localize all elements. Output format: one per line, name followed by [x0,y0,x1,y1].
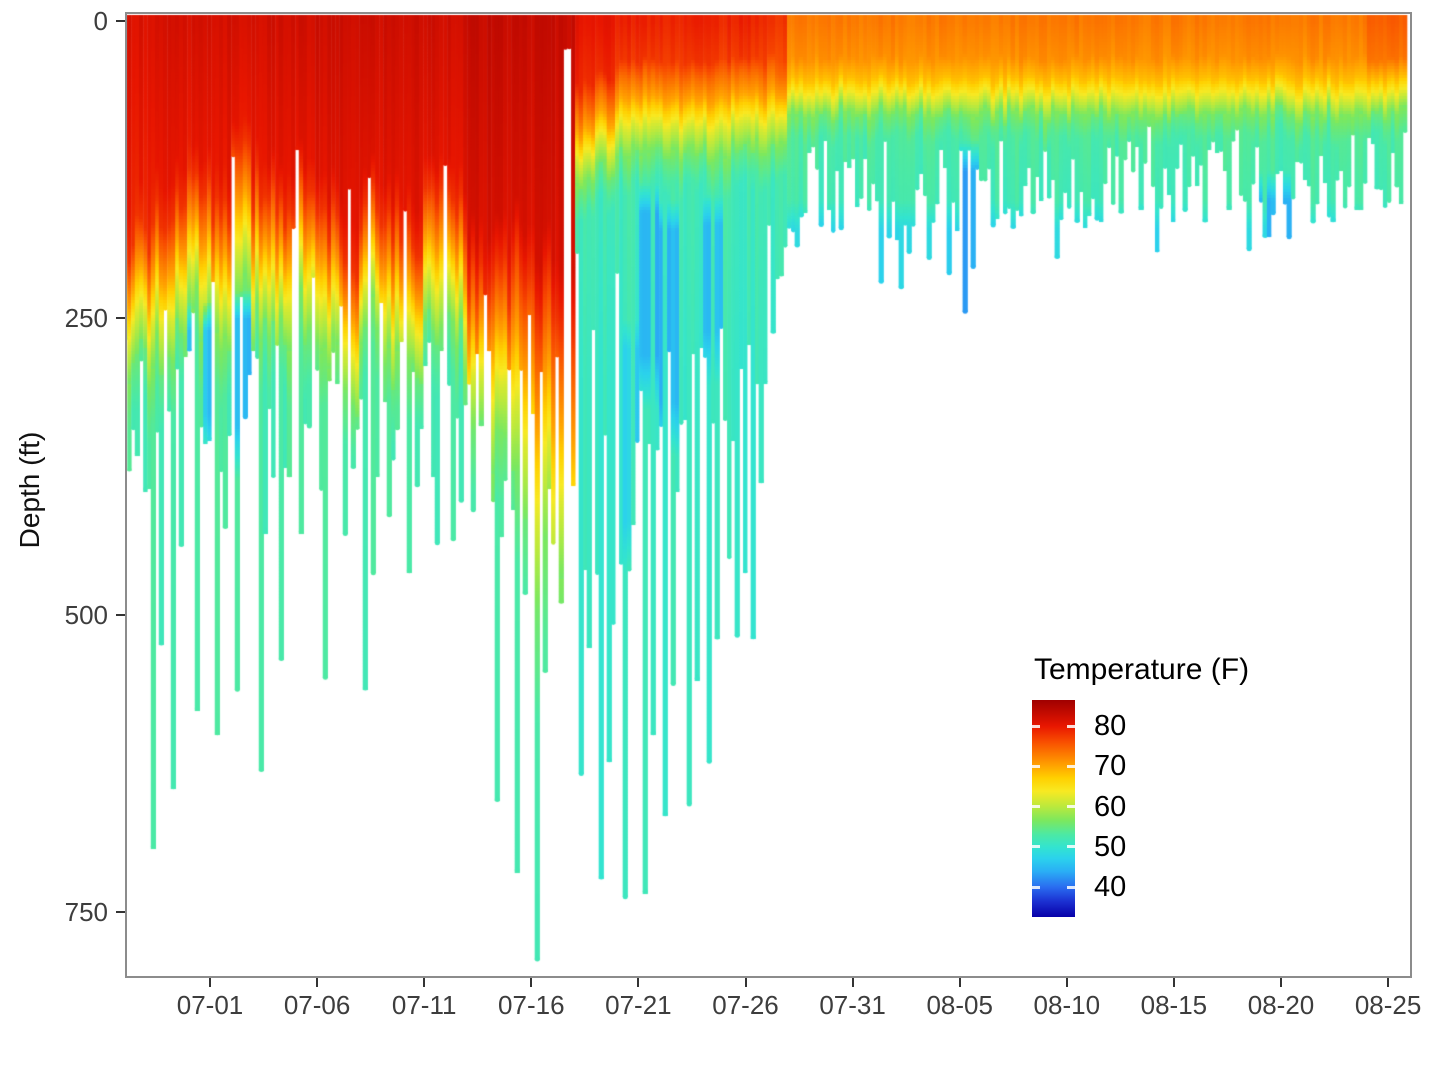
legend-tick-label: 40 [1094,871,1127,904]
x-tick-label: 08-15 [1140,990,1208,1020]
y-axis-tick [116,911,125,913]
x-tick-label: 08-20 [1247,990,1315,1020]
x-axis-tick [209,978,211,987]
x-axis-tick [958,978,961,987]
legend-tick-label: 70 [1094,750,1127,783]
y-tick-label: 250 [64,303,108,333]
legend-title: Temperature (F) [1034,653,1250,686]
legend-colorbar-tick [1032,885,1040,889]
x-tick-label: 07-16 [498,990,565,1020]
x-tick-label: 07-11 [391,990,457,1020]
plot-frame [125,12,1412,978]
legend-colorbar [1032,700,1075,917]
x-axis-tick [1172,978,1175,987]
legend-colorbar-tick [1032,805,1040,809]
x-tick-label: 08-10 [1033,990,1101,1020]
legend-colorbar-tick [1067,885,1075,889]
legend-colorbar-tick [1067,805,1075,809]
legend-colorbar-tick [1032,764,1040,768]
legend-colorbar-tick [1032,845,1040,849]
x-axis-tick [423,978,426,987]
legend-tick-label: 50 [1094,830,1127,863]
y-axis-tick [116,614,125,616]
x-tick-label: 08-25 [1354,990,1422,1020]
x-axis-tick [851,978,854,987]
legend-colorbar-tick [1032,724,1040,728]
x-axis-tick [1387,978,1390,987]
y-axis-title: Depth (ft) [14,431,45,549]
y-axis-tick [116,20,125,22]
y-axis-tick [116,317,125,319]
x-axis-tick [1280,978,1282,987]
x-tick-label: 07-01 [176,990,244,1020]
legend-colorbar-tick [1067,764,1075,768]
x-axis-tick [316,978,319,987]
legend-colorbar-tick [1067,845,1075,849]
y-tick-label: 750 [64,897,108,927]
legend-colorbar-tick [1067,724,1075,728]
x-tick-label: 07-31 [819,990,886,1020]
x-tick-label: 07-21 [605,990,672,1020]
x-axis-tick [637,978,640,987]
legend-tick-label: 60 [1094,790,1127,823]
x-tick-label: 07-06 [283,990,351,1020]
x-axis-tick [1065,978,1068,987]
x-axis-tick [744,978,747,987]
x-tick-label: 07-26 [712,990,779,1020]
y-tick-label: 0 [93,6,108,36]
y-tick-label: 500 [64,600,108,630]
legend-tick-label: 80 [1094,710,1127,743]
x-tick-label: 08-05 [926,990,993,1020]
x-axis-tick [530,978,533,987]
